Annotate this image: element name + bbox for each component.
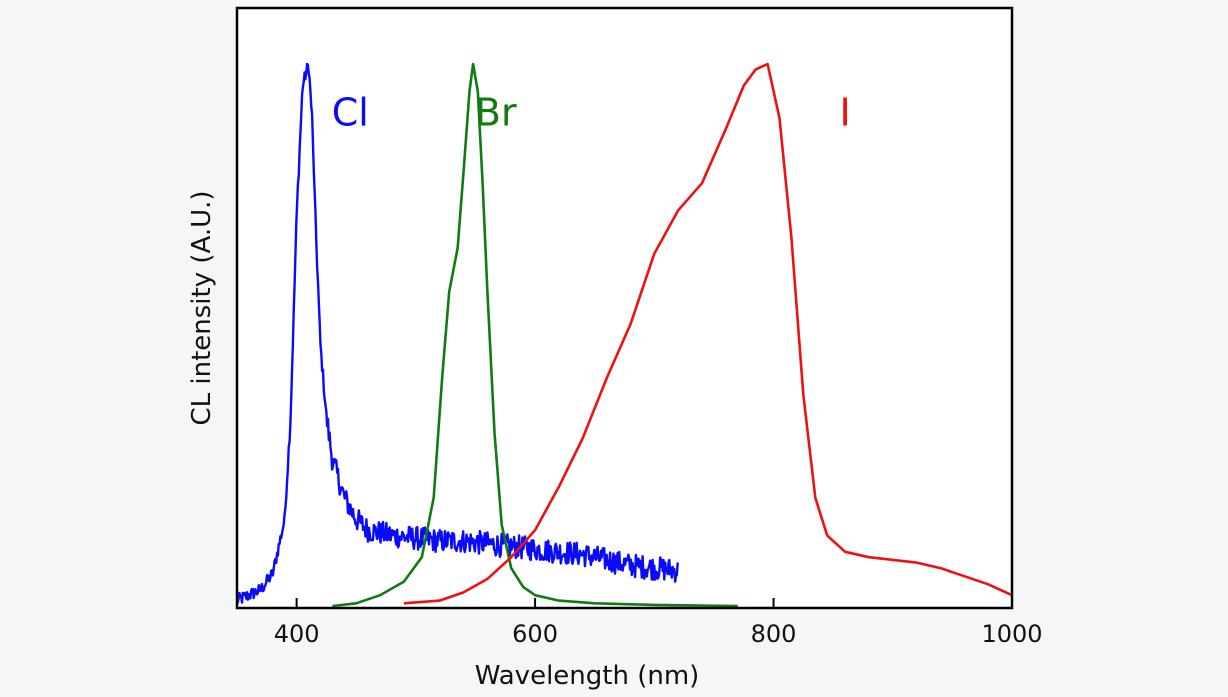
- series-label-i: I: [839, 90, 850, 134]
- x-axis-title: Wavelength (nm): [475, 661, 700, 691]
- series-label-br: Br: [475, 90, 517, 134]
- x-tick-label: 400: [274, 620, 320, 648]
- x-axis-ticks: 400 600 800 1000: [274, 598, 1043, 648]
- series-line-br: [332, 62, 738, 608]
- series-layer: [235, 62, 1013, 608]
- x-tick-label: 600: [512, 620, 558, 648]
- plot-background: [237, 8, 1012, 608]
- x-tick-label: 800: [751, 620, 797, 648]
- y-axis-title: CL intensity (A.U.): [187, 190, 217, 425]
- plot-frame: [235, 6, 1014, 610]
- series-line-i: [403, 62, 1013, 605]
- series-labels: Cl Br I: [332, 90, 851, 134]
- series-label-cl: Cl: [332, 90, 369, 134]
- x-tick-label: 1000: [981, 620, 1042, 648]
- series-line-cl: [235, 62, 679, 604]
